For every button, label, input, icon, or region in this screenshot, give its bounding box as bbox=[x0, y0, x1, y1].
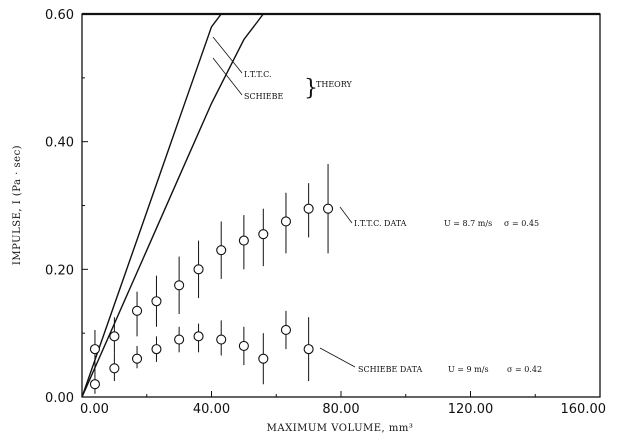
x-tick-label: 160.00 bbox=[561, 402, 607, 417]
schiebe-data-point bbox=[151, 344, 162, 355]
y-tick-label: 0.00 bbox=[45, 391, 74, 406]
y-tick-label: 0.20 bbox=[45, 263, 74, 278]
schiebe-data-leader bbox=[319, 347, 356, 368]
ittc-data-annotation: I.T.T.C. DATA U = 8.7 m/s σ = 0.45 bbox=[339, 206, 539, 228]
i-t-t-c-data-point bbox=[193, 264, 204, 275]
theory-brace: } bbox=[304, 76, 318, 101]
ittc-line-label: I.T.T.C. bbox=[244, 70, 272, 79]
theory-line-i-t-t-c bbox=[81, 13, 222, 398]
i-t-t-c-data-point bbox=[89, 344, 100, 355]
i-t-t-c-data-point bbox=[238, 235, 249, 246]
x-axis-title: MAXIMUM VOLUME, mm³ bbox=[267, 423, 414, 434]
schiebe-data-label: SCHIEBE DATA bbox=[358, 365, 422, 374]
plot-frame bbox=[81, 13, 601, 398]
theory-lines bbox=[81, 13, 264, 398]
schiebe-data-point bbox=[280, 324, 292, 336]
x-tick-label: 0.00 bbox=[80, 402, 109, 417]
i-t-t-c-data-point bbox=[109, 331, 120, 342]
ittc-data-u: U = 8.7 m/s bbox=[444, 219, 492, 228]
y-axis-ticks: 0.00 0.20 0.40 0.60 bbox=[45, 8, 88, 406]
schiebe-data-point bbox=[131, 353, 143, 364]
schiebe-data-annotation: SCHIEBE DATA U = 9 m/s σ = 0.42 bbox=[319, 347, 542, 374]
i-t-t-c-data-point bbox=[174, 280, 185, 291]
i-t-t-c-data-point bbox=[131, 305, 143, 316]
i-t-t-c-data-point bbox=[258, 229, 269, 240]
i-t-t-c-data-point bbox=[303, 203, 314, 214]
schiebe-data-point bbox=[174, 334, 185, 345]
schiebe-data-point bbox=[109, 363, 120, 374]
plot-area: 0.00 0.20 0.40 0.60 0.00 40.00 80.00 120.00 160… bbox=[45, 8, 606, 417]
i-t-t-c-data-point bbox=[151, 296, 162, 307]
i-t-t-c-data-point bbox=[216, 245, 227, 256]
y-tick-label: 0.40 bbox=[45, 136, 74, 151]
schiebe-data-point bbox=[216, 334, 227, 345]
schiebe-line-leader bbox=[212, 57, 243, 96]
i-t-t-c-data-point bbox=[280, 216, 292, 227]
x-tick-label: 40.00 bbox=[193, 402, 230, 417]
theory-annotation: I.T.T.C. SCHIEBE } THEORY bbox=[212, 36, 352, 101]
y-axis-title: IMPULSE, I (Pa · sec) bbox=[12, 145, 23, 265]
x-tick-label: 120.00 bbox=[448, 402, 494, 417]
schiebe-data-point bbox=[303, 344, 314, 355]
schiebe-data-point bbox=[89, 379, 100, 390]
schiebe-data-point bbox=[258, 353, 269, 364]
schiebe-data-sigma: σ = 0.42 bbox=[507, 365, 542, 374]
schiebe-line-label: SCHIEBE bbox=[244, 92, 283, 101]
schiebe-data-point bbox=[193, 331, 204, 342]
theory-label: THEORY bbox=[316, 80, 352, 89]
ittc-line-leader bbox=[212, 36, 243, 74]
y-axis-title-text: IMPULSE, I (Pa · sec) bbox=[12, 145, 23, 265]
ittc-data-label: I.T.T.C. DATA bbox=[354, 219, 407, 228]
ittc-data-sigma: σ = 0.45 bbox=[504, 219, 539, 228]
ittc-data-leader bbox=[339, 206, 353, 224]
data-points bbox=[89, 164, 334, 394]
y-tick-label: 0.60 bbox=[45, 8, 74, 23]
schiebe-data-u: U = 9 m/s bbox=[448, 365, 489, 374]
x-tick-label: 80.00 bbox=[322, 402, 359, 417]
x-axis-ticks: 0.00 40.00 80.00 120.00 160.00 bbox=[80, 391, 606, 417]
i-t-t-c-data-point bbox=[322, 203, 334, 214]
schiebe-data-point bbox=[238, 340, 249, 351]
theory-line-schiebe bbox=[81, 13, 264, 398]
